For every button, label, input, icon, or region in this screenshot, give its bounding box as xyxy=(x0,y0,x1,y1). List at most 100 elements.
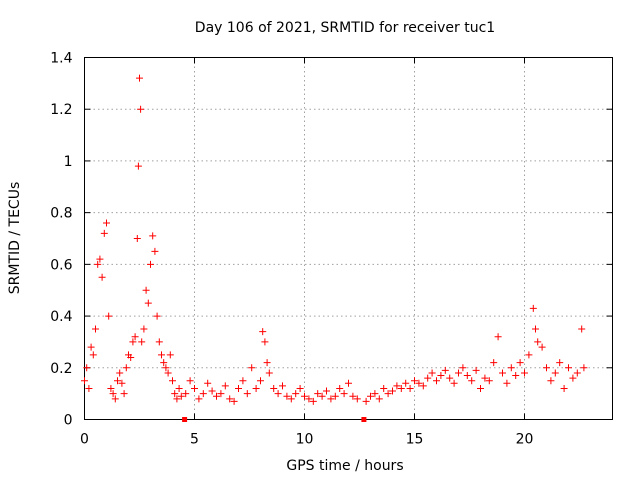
y-tick-label: 1.4 xyxy=(50,51,72,67)
data-point xyxy=(230,397,238,405)
data-point xyxy=(406,384,414,392)
data-point xyxy=(169,377,176,385)
data-point xyxy=(318,392,326,400)
data-point xyxy=(129,338,137,346)
data-point xyxy=(226,395,234,403)
data-points xyxy=(81,74,588,405)
data-point xyxy=(195,395,203,403)
data-point xyxy=(296,384,304,392)
data-point xyxy=(305,395,313,403)
y-tick-label: 0.6 xyxy=(50,257,72,273)
data-point xyxy=(415,379,423,387)
data-point xyxy=(578,325,586,333)
data-point xyxy=(525,351,533,359)
data-point xyxy=(239,377,247,385)
data-point xyxy=(362,397,370,405)
data-point xyxy=(433,377,440,385)
data-point xyxy=(144,299,152,307)
x-tick-labels: 0 5 10 15 20 xyxy=(80,432,533,448)
grid-lines xyxy=(84,57,613,420)
data-point xyxy=(367,392,374,400)
data-point xyxy=(92,325,99,333)
data-point xyxy=(419,382,427,390)
data-point xyxy=(556,359,564,367)
data-point xyxy=(208,387,216,395)
data-point xyxy=(580,364,588,372)
gap-marker xyxy=(182,417,188,422)
data-point xyxy=(532,325,539,333)
data-point xyxy=(221,382,229,390)
data-point xyxy=(512,372,520,380)
data-point xyxy=(107,384,115,392)
x-tick-label: 15 xyxy=(406,432,424,448)
data-point xyxy=(428,369,436,377)
data-point xyxy=(516,359,524,367)
data-point xyxy=(252,384,260,392)
data-point xyxy=(217,390,225,398)
data-point xyxy=(259,328,267,336)
data-point xyxy=(98,273,106,281)
data-point xyxy=(186,377,194,385)
data-point xyxy=(468,377,476,385)
x-tick-label: 10 xyxy=(296,432,314,448)
data-point xyxy=(81,377,88,385)
y-tick-labels: 0 0.2 0.4 0.6 0.8 1 1.2 1.4 xyxy=(50,51,72,429)
gap-marker xyxy=(361,417,367,422)
data-point xyxy=(340,390,348,398)
data-point xyxy=(199,390,207,398)
data-point xyxy=(171,390,179,398)
data-point xyxy=(424,374,432,382)
data-point xyxy=(114,377,121,385)
data-point xyxy=(137,105,145,113)
data-point xyxy=(450,379,458,387)
data-point xyxy=(158,351,165,359)
plot-frame xyxy=(84,57,613,420)
data-point xyxy=(213,392,220,400)
data-point xyxy=(149,232,157,240)
data-point xyxy=(263,359,271,367)
data-point xyxy=(314,390,322,398)
data-point xyxy=(279,382,286,390)
data-point xyxy=(248,364,256,372)
data-point xyxy=(204,379,212,387)
data-point xyxy=(133,235,141,242)
data-point xyxy=(349,392,357,400)
data-point xyxy=(336,384,344,392)
data-point xyxy=(345,379,352,387)
data-point xyxy=(85,384,93,392)
x-axis-label: GPS time / hours xyxy=(286,458,403,474)
data-point xyxy=(411,377,418,385)
data-point xyxy=(270,384,278,392)
data-point xyxy=(402,379,410,387)
data-point xyxy=(292,390,300,398)
data-point xyxy=(481,374,489,382)
data-point xyxy=(122,364,130,372)
data-point xyxy=(257,377,264,385)
data-point xyxy=(472,366,480,374)
data-point xyxy=(490,359,498,367)
data-point xyxy=(160,359,168,367)
data-point xyxy=(397,384,405,392)
data-point xyxy=(463,372,471,380)
data-point xyxy=(455,369,462,377)
data-point xyxy=(191,384,198,392)
y-tick-label: 0.8 xyxy=(50,206,72,222)
data-point xyxy=(521,369,528,377)
data-point xyxy=(118,379,126,387)
data-point xyxy=(175,384,183,392)
data-point xyxy=(151,247,159,255)
data-point xyxy=(87,343,95,351)
data-point xyxy=(441,366,449,374)
data-point xyxy=(283,392,291,400)
data-point xyxy=(83,364,91,372)
data-point xyxy=(243,390,251,398)
data-point xyxy=(565,364,572,372)
data-point xyxy=(560,384,568,392)
chart-title: Day 106 of 2021, SRMTID for receiver tuc… xyxy=(195,20,495,36)
data-point xyxy=(138,338,146,346)
data-point xyxy=(499,369,506,377)
data-point xyxy=(301,392,308,400)
data-point xyxy=(155,338,163,346)
data-point xyxy=(166,351,174,359)
